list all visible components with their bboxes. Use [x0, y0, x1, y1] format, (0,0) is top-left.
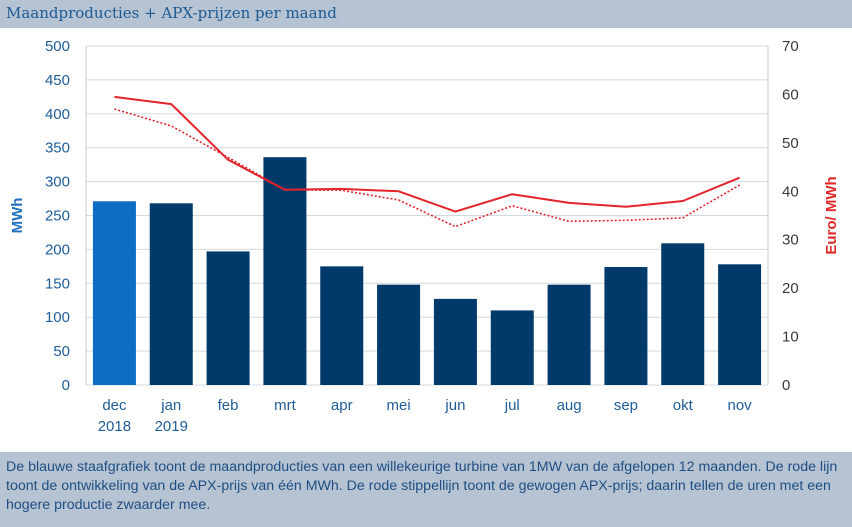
x-tick-label: dec — [102, 397, 127, 414]
y2-tick-label: 0 — [782, 377, 790, 394]
bar — [149, 203, 193, 385]
x-tick-label: mrt — [274, 397, 296, 414]
x-tick-label: 2019 — [155, 418, 188, 435]
price-lines — [114, 95, 741, 228]
bar — [263, 157, 307, 385]
bar — [547, 284, 591, 385]
y-tick-label: 500 — [45, 38, 70, 55]
caption-text: De blauwe staafgrafiek toont de maandpro… — [6, 459, 838, 513]
gridlines — [85, 45, 769, 386]
bar — [206, 251, 250, 385]
bar — [92, 201, 136, 385]
y-tick-label: 400 — [45, 106, 70, 123]
bar — [490, 310, 534, 385]
weighted-price-line — [114, 108, 741, 228]
x-tick-label: nov — [727, 397, 752, 414]
bar — [661, 243, 705, 385]
price-line — [114, 95, 740, 213]
x-tick-label: jul — [504, 397, 520, 414]
x-tick-label: jan — [160, 397, 181, 414]
y-tick-label: 450 — [45, 72, 70, 89]
x-tick-label: aug — [557, 397, 582, 414]
x-tick-label: apr — [331, 397, 353, 414]
x-tick-label: 2018 — [98, 418, 131, 435]
y2-tick-label: 30 — [782, 232, 799, 249]
x-tick-label: sep — [614, 397, 638, 414]
x-tick-label: feb — [218, 397, 239, 414]
production-bars — [92, 157, 762, 385]
y-tick-label: 50 — [53, 343, 70, 360]
y-tick-label: 150 — [45, 275, 70, 292]
chart-area: 0 50 100 150 200 250 300 350 400 450 500 0 10 20 30 40 5… — [0, 28, 852, 452]
y2-tick-label: 50 — [782, 135, 799, 152]
y2-axis-title: Euro/ MWh — [823, 176, 840, 254]
combo-chart: 0 50 100 150 200 250 300 350 400 450 500 0 10 20 30 40 5… — [9, 38, 840, 435]
x-tick-label: okt — [673, 397, 694, 414]
bar — [604, 267, 648, 385]
y-tick-label: 250 — [45, 208, 70, 225]
bar — [433, 298, 477, 385]
bar — [320, 266, 364, 385]
y2-tick-label: 70 — [782, 38, 799, 55]
y-tick-label: 0 — [62, 377, 70, 394]
chart-caption: De blauwe staafgrafiek toont de maandpro… — [0, 452, 852, 527]
y-axis-title: MWh — [9, 198, 26, 234]
x-tick-label: mei — [386, 397, 410, 414]
bar — [718, 264, 762, 385]
y2-tick-label: 60 — [782, 86, 799, 103]
axes: 0 50 100 150 200 250 300 350 400 450 500 0 10 20 30 40 5… — [9, 38, 840, 435]
y-tick-label: 100 — [45, 309, 70, 326]
chart-title: Maandproducties + APX-prijzen per maand — [6, 4, 337, 22]
y2-tick-label: 40 — [782, 183, 799, 200]
y-tick-label: 200 — [45, 241, 70, 258]
y2-tick-label: 20 — [782, 280, 799, 297]
y-tick-label: 350 — [45, 140, 70, 157]
x-tick-label: jun — [444, 397, 465, 414]
y2-tick-label: 10 — [782, 329, 799, 346]
bar — [377, 284, 421, 385]
chart-header: Maandproducties + APX-prijzen per maand — [0, 0, 852, 28]
y-tick-label: 300 — [45, 174, 70, 191]
